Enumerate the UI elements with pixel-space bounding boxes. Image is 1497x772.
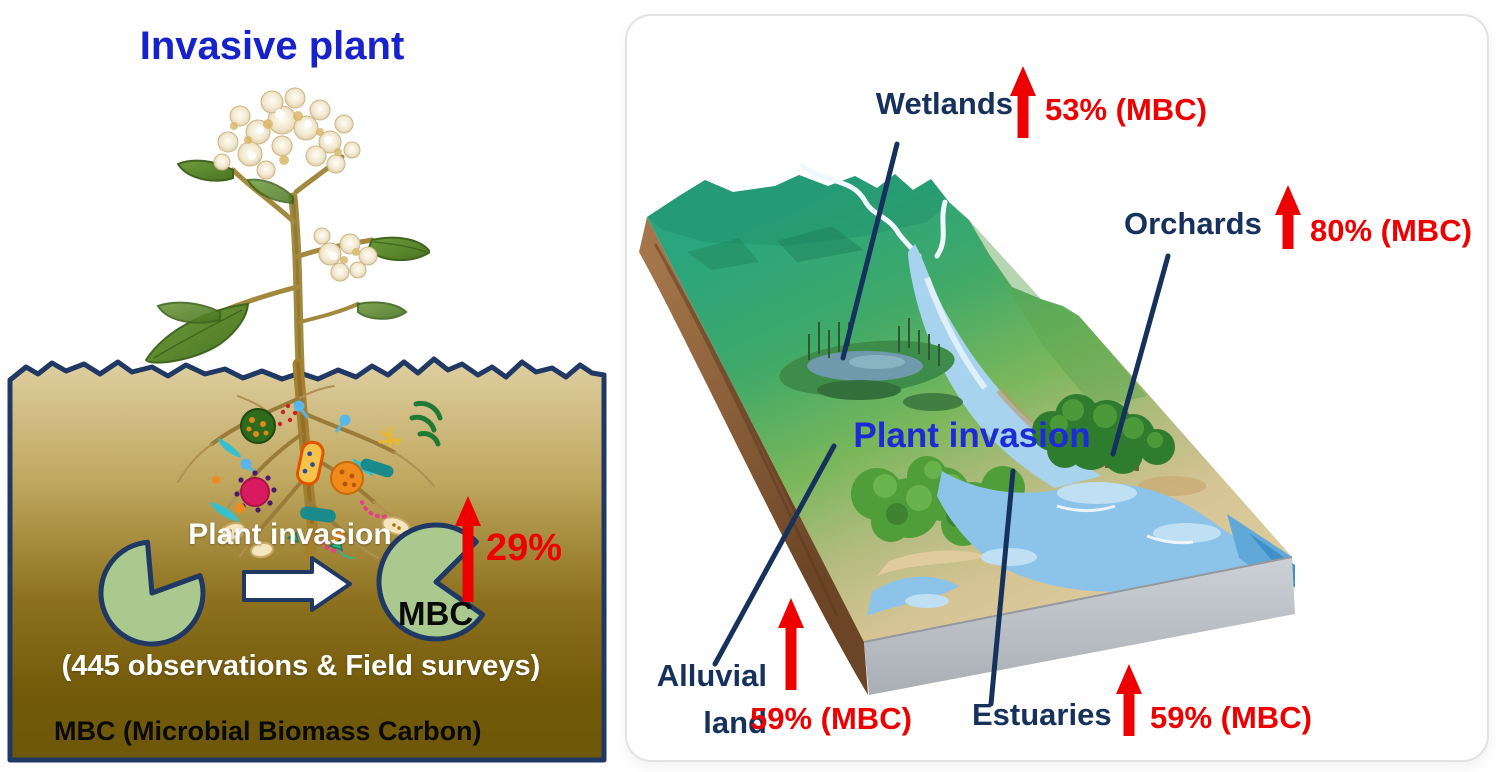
wetlands-leader-line xyxy=(840,141,900,361)
soil-cross-section xyxy=(7,356,607,763)
right-arrow-icon xyxy=(242,556,352,612)
alluvial-label-line1: Alluvial xyxy=(656,658,767,693)
alluvial-label-line2: land xyxy=(703,705,767,740)
landscape-illustration xyxy=(639,141,1295,707)
hill-patch xyxy=(687,238,759,270)
pie-after xyxy=(376,522,486,642)
leader-lines xyxy=(712,141,1171,707)
plant-flowers xyxy=(213,87,378,282)
slope-shading xyxy=(969,220,1147,408)
mbc-footnote: MBC (Microbial Biomass Carbon) xyxy=(54,716,482,746)
landscape-panel: Wetlands 53% (MBC) Orchards 80% (MBC) Pl… xyxy=(625,14,1489,762)
river-highlight xyxy=(924,276,988,390)
pie-mbc-label: MBC xyxy=(398,595,474,632)
up-arrow-icon xyxy=(778,598,804,690)
left-face-texture xyxy=(653,243,839,617)
left-title: Invasive plant xyxy=(139,24,405,68)
orchards-leader-line xyxy=(1110,253,1171,457)
estuaries-leader-line xyxy=(988,468,1016,707)
leaf-veins xyxy=(153,241,427,359)
plant-leaves xyxy=(144,159,430,364)
up-arrow-icon xyxy=(455,496,481,602)
alluvial-value: 59% (MBC) xyxy=(750,701,912,736)
alluvial-leader-line xyxy=(712,443,837,667)
invasive-plant-illustration xyxy=(144,87,430,402)
estuaries-value: 59% (MBC) xyxy=(1150,700,1312,735)
wetland-area xyxy=(779,318,963,411)
alluvial-land-label: Alluvial land xyxy=(631,652,767,746)
observations-note: (445 observations & Field surveys) xyxy=(61,650,541,682)
hill-patch xyxy=(777,226,864,262)
orchards-value: 80% (MBC) xyxy=(1310,213,1472,248)
landscape-front-face xyxy=(864,557,1295,695)
orchards-label: Orchards xyxy=(1124,206,1262,241)
wetlands-value: 53% (MBC) xyxy=(1045,92,1207,127)
increase-value: 29% xyxy=(486,527,563,569)
estuaries-label: Estuaries xyxy=(972,697,1112,732)
front-face-edge xyxy=(863,556,1293,643)
up-arrow-icon xyxy=(1116,664,1142,736)
pie-before xyxy=(98,539,206,647)
up-arrow-icon xyxy=(1275,185,1301,249)
up-arrow-icon xyxy=(1010,66,1036,138)
wetlands-label: Wetlands xyxy=(875,86,1013,121)
soil-process-label: Plant invasion xyxy=(188,518,392,551)
plant-invasion-label: Plant invasion xyxy=(853,416,1091,455)
landscape-left-face xyxy=(639,217,868,695)
soil-microbes-illustration xyxy=(210,400,443,559)
